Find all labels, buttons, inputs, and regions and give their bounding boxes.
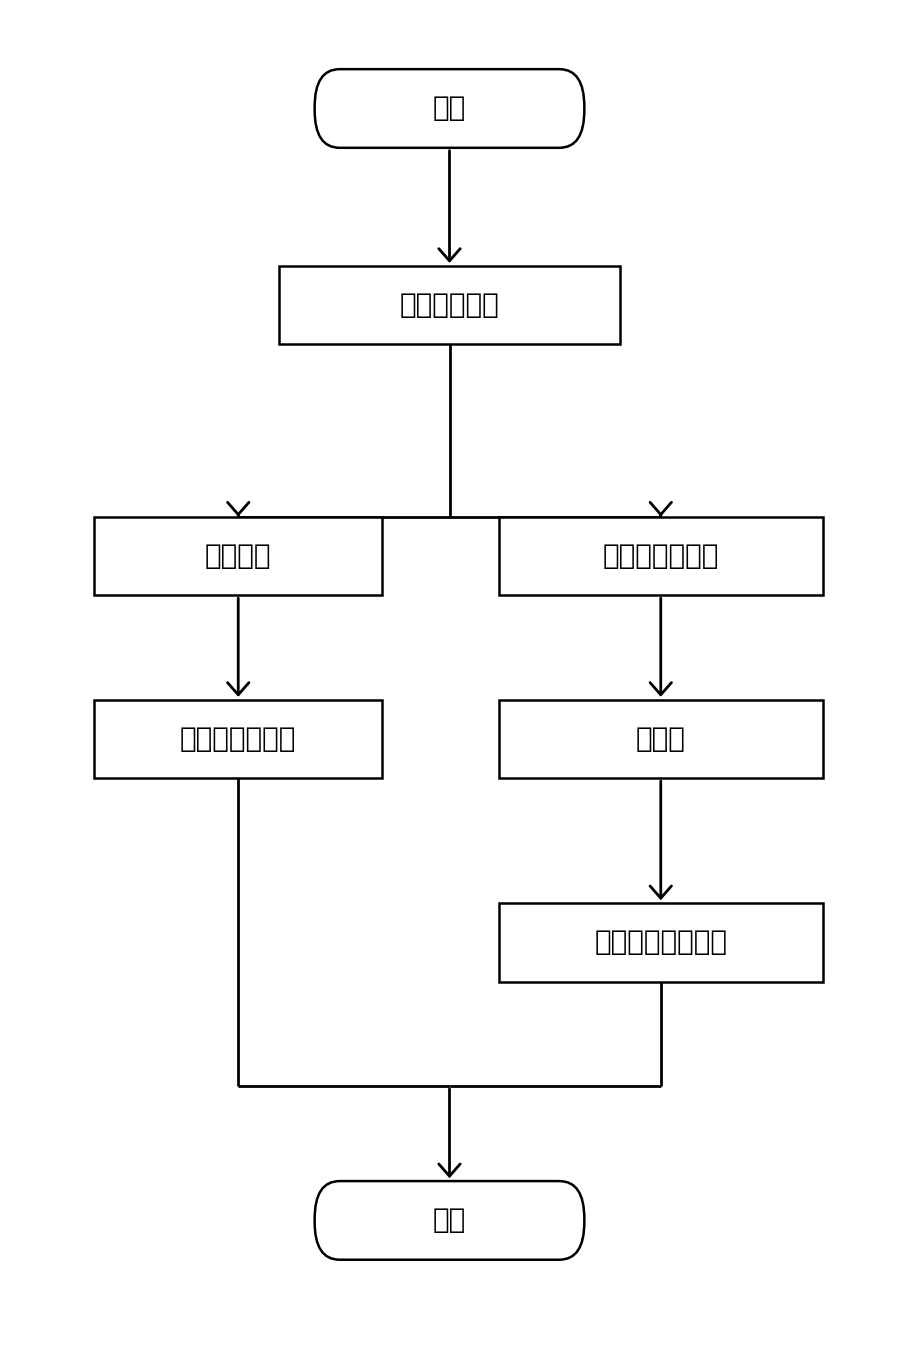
Bar xyxy=(279,266,620,344)
Bar xyxy=(94,517,382,595)
Text: 单调加载: 单调加载 xyxy=(205,542,271,570)
Bar xyxy=(499,517,823,595)
Text: 确定加载类型: 确定加载类型 xyxy=(400,292,499,319)
Text: 广定位完成切片: 广定位完成切片 xyxy=(180,725,297,753)
Bar xyxy=(499,903,823,982)
Bar xyxy=(94,700,382,778)
Text: 开始: 开始 xyxy=(433,95,466,122)
Text: 广定位: 广定位 xyxy=(636,725,686,753)
Text: 精确定位完成切片: 精确定位完成切片 xyxy=(594,929,727,956)
Text: 结束: 结束 xyxy=(433,1207,466,1234)
FancyBboxPatch shape xyxy=(315,1181,584,1260)
Text: 对称周期性加载: 对称周期性加载 xyxy=(602,542,719,570)
Bar xyxy=(499,700,823,778)
FancyBboxPatch shape xyxy=(315,69,584,148)
